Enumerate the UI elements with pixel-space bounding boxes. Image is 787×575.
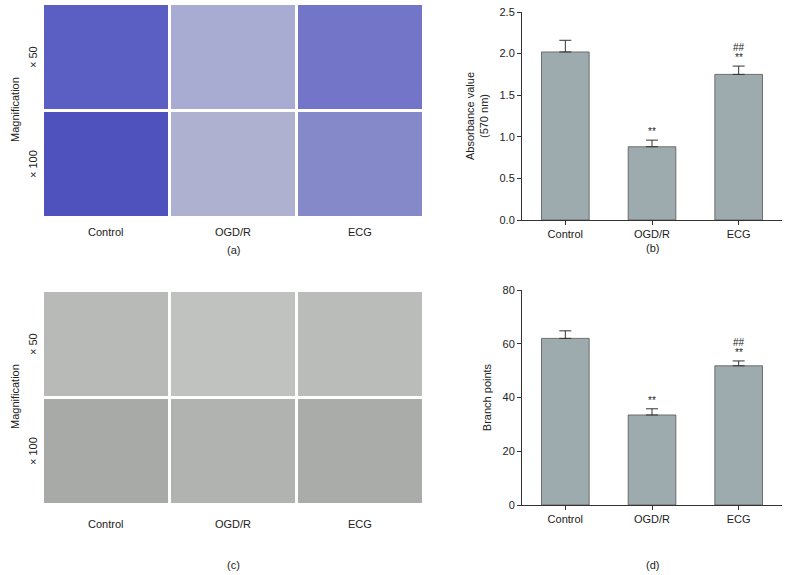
svg-text:(a): (a) bbox=[227, 244, 240, 256]
svg-text:× 50: × 50 bbox=[27, 46, 39, 68]
svg-text:##: ## bbox=[733, 337, 745, 348]
svg-text:Magnification: Magnification bbox=[9, 77, 21, 142]
svg-text:**: ** bbox=[735, 52, 743, 63]
svg-text:(c): (c) bbox=[227, 559, 240, 571]
svg-text:20: 20 bbox=[503, 445, 515, 457]
svg-text:**: ** bbox=[648, 395, 656, 406]
svg-text:1.5: 1.5 bbox=[500, 89, 515, 101]
svg-text:OGD/R: OGD/R bbox=[215, 226, 251, 238]
svg-text:Control: Control bbox=[88, 518, 123, 530]
svg-text:(b): (b) bbox=[646, 242, 659, 254]
svg-text:ECG: ECG bbox=[727, 513, 751, 525]
svg-text:60: 60 bbox=[503, 338, 515, 350]
svg-text:ECG: ECG bbox=[348, 518, 372, 530]
svg-text:OGD/R: OGD/R bbox=[215, 518, 251, 530]
svg-text:1.0: 1.0 bbox=[500, 131, 515, 143]
svg-text:40: 40 bbox=[503, 391, 515, 403]
svg-text:Absorbance value(570 nm): Absorbance value(570 nm) bbox=[464, 72, 490, 160]
svg-text:80: 80 bbox=[503, 284, 515, 296]
svg-text:##: ## bbox=[733, 42, 745, 53]
svg-text:ECG: ECG bbox=[727, 228, 751, 240]
svg-text:Branch points: Branch points bbox=[481, 363, 493, 431]
svg-text:Magnification: Magnification bbox=[9, 364, 21, 429]
svg-text:× 100: × 100 bbox=[27, 150, 39, 178]
svg-text:2.0: 2.0 bbox=[500, 47, 515, 59]
svg-text:0.5: 0.5 bbox=[500, 172, 515, 184]
svg-text:OGD/R: OGD/R bbox=[634, 228, 670, 240]
svg-text:ECG: ECG bbox=[348, 226, 372, 238]
svg-text:2.5: 2.5 bbox=[500, 6, 515, 18]
svg-text:(d): (d) bbox=[646, 559, 659, 571]
svg-text:**: ** bbox=[735, 347, 743, 358]
svg-text:× 100: × 100 bbox=[27, 437, 39, 465]
svg-text:× 50: × 50 bbox=[27, 333, 39, 355]
svg-text:Control: Control bbox=[548, 228, 583, 240]
svg-text:OGD/R: OGD/R bbox=[634, 513, 670, 525]
svg-text:**: ** bbox=[648, 126, 656, 137]
svg-text:Control: Control bbox=[548, 513, 583, 525]
svg-text:0.0: 0.0 bbox=[500, 214, 515, 226]
svg-text:Control: Control bbox=[88, 226, 123, 238]
svg-text:0: 0 bbox=[509, 499, 515, 511]
